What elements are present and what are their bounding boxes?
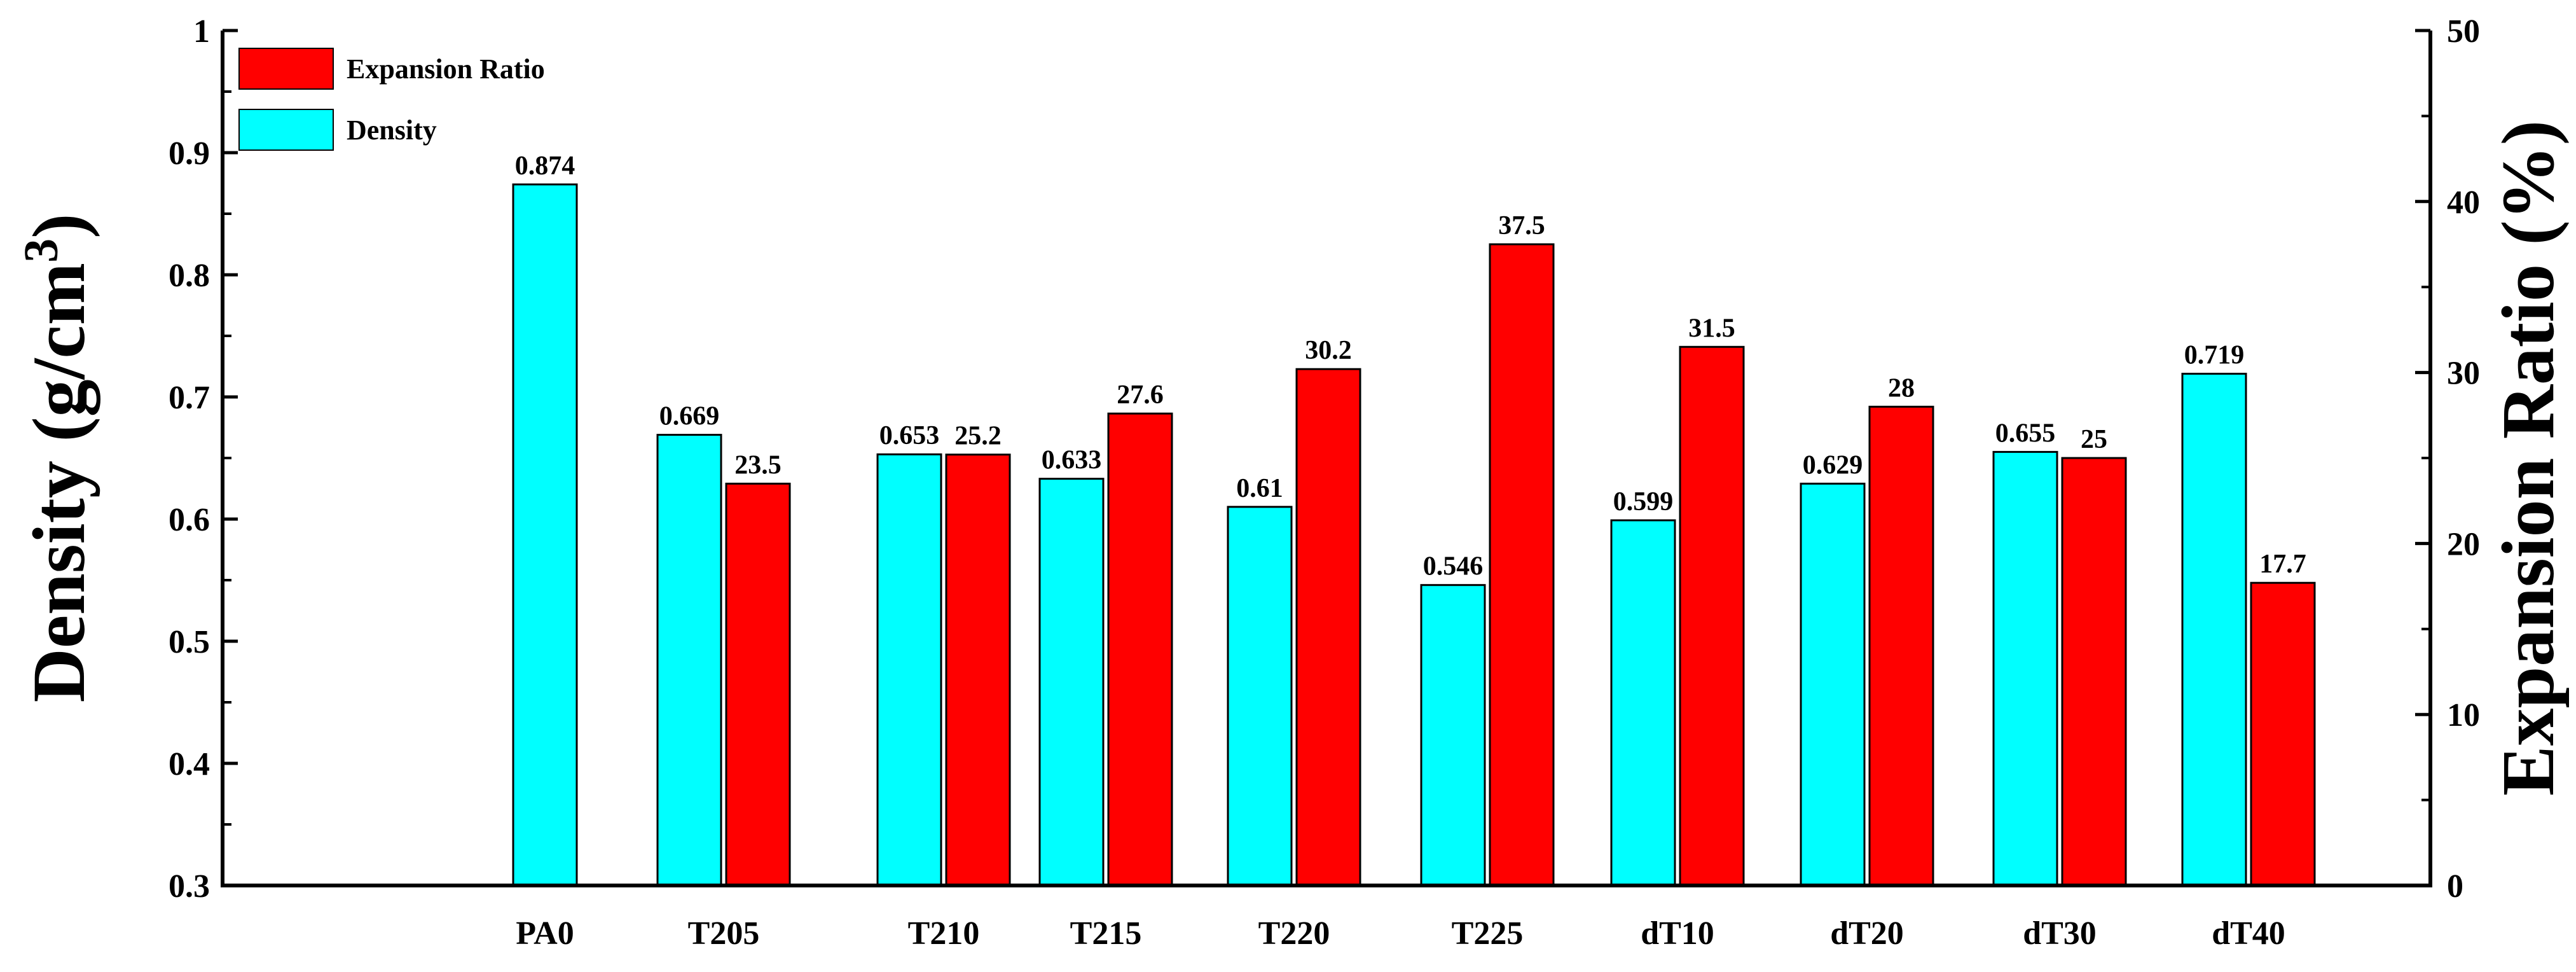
bar-density-t225[interactable] bbox=[1420, 584, 1486, 887]
density-bars bbox=[512, 183, 2247, 887]
legend-swatch-expansion-ratio bbox=[238, 48, 334, 90]
data-labels: 0.874 0.669 23.5 0.653 25.2 0.633 27.6 0.61 30.2… bbox=[515, 151, 2306, 581]
bar-expansion-ratio-dt40[interactable] bbox=[2250, 581, 2316, 887]
right-tick-label: 30 bbox=[2447, 356, 2480, 392]
data-label-expansion-ratio-t210: 25.2 bbox=[954, 422, 1002, 451]
bar-expansion-ratio-dt30[interactable] bbox=[2061, 457, 2127, 887]
bar-density-dt30[interactable] bbox=[1992, 450, 2058, 887]
left-tick-label: 1 bbox=[193, 13, 210, 50]
data-label-expansion-ratio-t215: 27.6 bbox=[1117, 380, 1164, 410]
bar-density-dt40[interactable] bbox=[2181, 373, 2247, 887]
data-label-density-dt30: 0.655 bbox=[1995, 419, 2056, 448]
bar-density-t215[interactable] bbox=[1038, 478, 1105, 887]
right-tick-label: 40 bbox=[2447, 184, 2480, 221]
data-label-density-dt10: 0.599 bbox=[1613, 487, 1674, 517]
right-tick-label: 50 bbox=[2447, 13, 2480, 50]
legend-swatch-density bbox=[238, 109, 334, 151]
legend: Expansion Ratio Density bbox=[238, 48, 545, 151]
left-axis-ticks: 0.3 0.4 0.5 0.6 0.7 0.8 0.9 1 bbox=[169, 13, 238, 905]
legend-label-density: Density bbox=[347, 115, 437, 146]
x-tick-label-t220: T220 bbox=[1258, 915, 1330, 952]
bar-density-dt10[interactable] bbox=[1610, 519, 1676, 887]
data-label-density-pa0: 0.874 bbox=[515, 151, 575, 181]
bar-expansion-ratio-t205[interactable] bbox=[725, 482, 791, 887]
bar-expansion-ratio-dt20[interactable] bbox=[1868, 405, 1934, 887]
bar-expansion-ratio-t215[interactable] bbox=[1107, 412, 1173, 887]
left-tick-label: 0.3 bbox=[169, 868, 210, 905]
left-tick-label: 0.4 bbox=[169, 746, 210, 782]
right-axis-title: Expansion Ratio (%) bbox=[2486, 120, 2570, 796]
x-tick-label-t215: T215 bbox=[1070, 915, 1142, 952]
bar-expansion-ratio-t225[interactable] bbox=[1489, 243, 1555, 887]
x-tick-label-t225: T225 bbox=[1452, 915, 1524, 952]
left-tick-label: 0.8 bbox=[169, 258, 210, 294]
x-axis-ticks: PA0 T205 T210 T215 T220 T225 dT10 dT20 dT30 dT40 bbox=[516, 915, 2285, 952]
left-tick-label: 0.5 bbox=[169, 624, 210, 660]
data-label-expansion-ratio-dt40: 17.7 bbox=[2259, 550, 2306, 579]
left-axis-title-superscript: 3 bbox=[15, 239, 68, 263]
left-axis-title: Density (g/cm3) bbox=[15, 214, 100, 703]
data-label-expansion-ratio-dt30: 25 bbox=[2081, 425, 2107, 454]
data-label-expansion-ratio-dt10: 31.5 bbox=[1688, 314, 1735, 343]
data-label-density-t225: 0.546 bbox=[1423, 552, 1484, 581]
right-tick-label: 20 bbox=[2447, 526, 2480, 562]
left-tick-label: 0.7 bbox=[169, 380, 210, 416]
left-tick-label: 0.6 bbox=[169, 502, 210, 538]
bar-density-pa0[interactable] bbox=[512, 183, 578, 887]
bar-density-t210[interactable] bbox=[876, 453, 942, 887]
bar-density-t220[interactable] bbox=[1227, 506, 1293, 887]
x-tick-label-dt20: dT20 bbox=[1830, 915, 1904, 952]
expansion-ratio-bars bbox=[725, 243, 2316, 887]
right-tick-label: 0 bbox=[2447, 868, 2463, 905]
data-label-expansion-ratio-dt20: 28 bbox=[1888, 373, 1915, 403]
x-tick-label-dt30: dT30 bbox=[2023, 915, 2097, 952]
legend-item-density[interactable]: Density bbox=[238, 109, 437, 151]
right-tick-label: 10 bbox=[2447, 697, 2480, 733]
data-label-density-t210: 0.653 bbox=[879, 421, 940, 450]
x-tick-label-dt40: dT40 bbox=[2212, 915, 2285, 952]
left-tick-label: 0.9 bbox=[169, 135, 210, 172]
bar-expansion-ratio-dt10[interactable] bbox=[1679, 345, 1745, 887]
x-tick-label-t210: T210 bbox=[908, 915, 980, 952]
data-label-expansion-ratio-t220: 30.2 bbox=[1305, 336, 1352, 365]
x-tick-label-t205: T205 bbox=[688, 915, 760, 952]
data-label-density-dt40: 0.719 bbox=[2184, 341, 2245, 370]
x-tick-label-pa0: PA0 bbox=[516, 915, 574, 952]
right-axis-ticks: 0 10 20 30 40 50 bbox=[2415, 13, 2480, 905]
bar-expansion-ratio-t210[interactable] bbox=[945, 454, 1011, 887]
bar-density-dt20[interactable] bbox=[1800, 482, 1866, 887]
legend-label-expansion-ratio: Expansion Ratio bbox=[347, 53, 545, 85]
data-label-density-t220: 0.61 bbox=[1236, 474, 1283, 503]
legend-item-expansion-ratio[interactable]: Expansion Ratio bbox=[238, 48, 545, 90]
bar-density-t205[interactable] bbox=[656, 434, 722, 887]
data-label-expansion-ratio-t225: 37.5 bbox=[1498, 211, 1545, 240]
data-label-density-t205: 0.669 bbox=[659, 402, 720, 431]
data-label-expansion-ratio-t205: 23.5 bbox=[734, 450, 782, 480]
bar-expansion-ratio-t220[interactable] bbox=[1295, 368, 1361, 887]
data-label-density-dt20: 0.629 bbox=[1803, 450, 1863, 480]
data-label-density-t215: 0.633 bbox=[1042, 446, 1102, 475]
x-tick-label-dt10: dT10 bbox=[1641, 915, 1714, 952]
